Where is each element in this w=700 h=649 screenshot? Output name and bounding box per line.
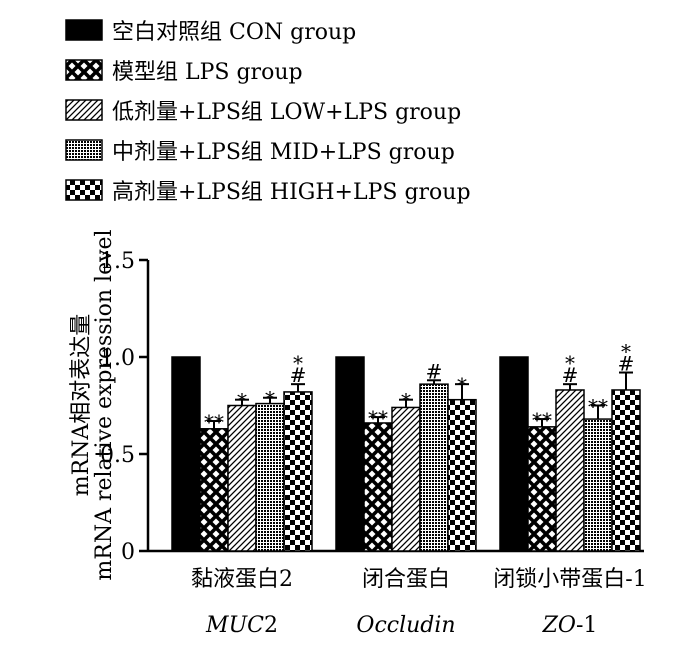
significance-2-1-0: **: [532, 408, 552, 432]
significance-1-3-0: #: [426, 359, 443, 383]
bar-group-2-4: *#: [611, 340, 641, 552]
bar-group-1-1: **: [363, 406, 393, 552]
significance-2-4-1: #: [618, 352, 635, 376]
bar-2-0: [499, 356, 529, 552]
bar-group-1-0: [335, 356, 365, 552]
legend: 空白对照组 CON group 模型组 LPS group 低剂量+LPS组 LOW…: [65, 19, 471, 205]
bar-2-1: [527, 426, 557, 552]
bar-group-0-1: **: [199, 410, 229, 552]
x-gene-label-0: MUC2: [205, 613, 278, 638]
legend-label-3: 中剂量+LPS组 MID+LPS group: [112, 140, 455, 165]
bar-group-0-3: *: [255, 387, 285, 552]
y-axis-label-line-1: mRNA相对表达量: [69, 314, 94, 497]
y-tick-label-2: 1.0: [100, 346, 135, 371]
bar-1-3: [419, 383, 449, 552]
y-tick-label-1: 0.5: [100, 443, 135, 468]
bar-2-4: [611, 389, 641, 552]
bar-0-3: [255, 402, 285, 552]
bar-group-0-4: *#: [283, 351, 313, 552]
legend-label-1: 模型组 LPS group: [112, 60, 303, 85]
bar-group-2-2: *#: [555, 351, 585, 552]
bar-group-1-4: *: [447, 373, 477, 552]
bar-1-1: [363, 422, 393, 552]
legend-label-4: 高剂量+LPS组 HIGH+LPS group: [112, 180, 471, 205]
significance-2-4-0: *: [621, 340, 631, 364]
bar-group-0-0: [171, 356, 201, 552]
significance-2-3-0: **: [588, 395, 608, 419]
legend-swatch-4: [65, 179, 103, 201]
bar-0-4: [283, 391, 313, 552]
bar-1-0: [335, 356, 365, 552]
significance-0-3-0: *: [265, 387, 275, 411]
bar-1-4: [447, 398, 477, 552]
legend-label-2: 低剂量+LPS组 LOW+LPS group: [112, 100, 461, 125]
bar-2-3: [583, 418, 613, 552]
x-category-label-2: 闭锁小带蛋白-1: [493, 567, 646, 592]
bar-1-2: [391, 406, 421, 552]
legend-swatch-2: [65, 99, 103, 121]
significance-1-1-0: **: [368, 406, 388, 430]
bar-group-1-3: #: [419, 359, 449, 552]
significance-1-2-0: *: [401, 389, 411, 413]
y-tick-label-3: 1.5: [100, 249, 135, 274]
legend-label-0: 空白对照组 CON group: [112, 20, 356, 45]
bar-0-0: [171, 356, 201, 552]
bar-group-2-3: **: [583, 395, 613, 552]
bar-group-0-2: *: [227, 389, 257, 552]
significance-0-1-0: **: [204, 410, 224, 434]
legend-swatch-1: [65, 59, 103, 81]
significance-2-2-0: *: [565, 351, 575, 375]
bar-group-1-2: *: [391, 389, 421, 552]
x-category-label-0: 黏液蛋白2: [191, 567, 293, 592]
x-gene-label-2: ZO-1: [542, 613, 598, 638]
x-category-label-1: 闭合蛋白: [362, 567, 450, 592]
significance-2-2-1: #: [562, 363, 579, 387]
legend-swatch-0: [65, 19, 103, 41]
significance-0-2-0: *: [237, 389, 247, 413]
x-gene-label-1: Occludin: [356, 613, 455, 638]
significance-0-4-0: *: [293, 351, 303, 375]
bar-0-2: [227, 404, 257, 552]
bar-group-2-0: [499, 356, 529, 552]
y-axis-label-line-2: mRNA relative expression level: [92, 229, 117, 580]
x-axis-labels: 黏液蛋白2 MUC2 闭合蛋白 Occludin 闭锁小带蛋白-1 ZO-1: [191, 567, 647, 638]
bar-2-2: [555, 389, 585, 552]
significance-0-4-1: #: [290, 363, 307, 387]
legend-swatch-3: [65, 139, 103, 161]
y-tick-label-0: 0: [121, 540, 135, 565]
significance-1-4-0: *: [457, 373, 467, 397]
bar-0-1: [199, 428, 229, 552]
bars: *** **#***#****#***#: [171, 340, 641, 552]
y-axis-label: mRNA相对表达量 mRNA relative expression level: [69, 229, 117, 580]
bar-group-2-1: **: [527, 408, 557, 552]
